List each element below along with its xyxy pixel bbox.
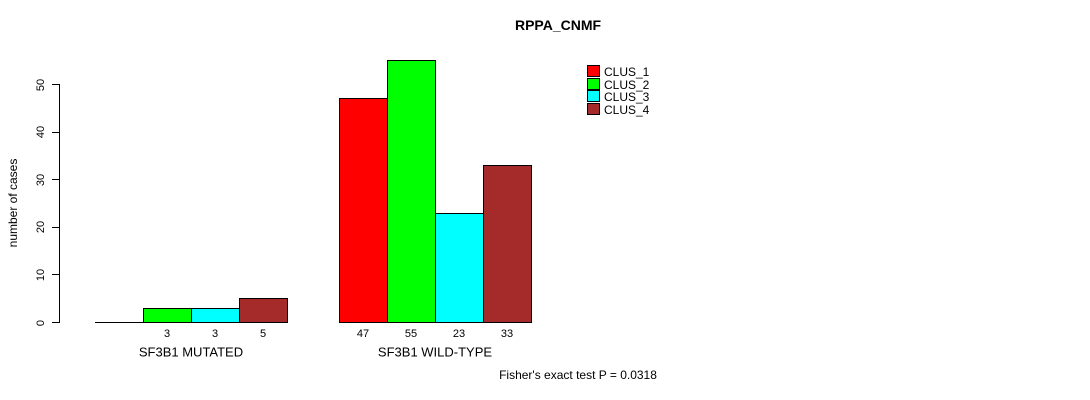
legend-label-CLUS_4: CLUS_4 xyxy=(604,102,650,117)
bar-count-label: 5 xyxy=(259,328,267,340)
bar-CLUS_3 xyxy=(435,213,484,323)
y-axis xyxy=(59,84,60,323)
y-axis-tick-label: 0 xyxy=(35,319,47,326)
legend-label-CLUS_2: CLUS_2 xyxy=(604,77,650,92)
y-axis-tick-label: 10 xyxy=(35,268,47,282)
category-label: SF3B1 MUTATED xyxy=(138,344,244,360)
bar-count-label: 33 xyxy=(500,328,514,340)
bar-CLUS_3 xyxy=(191,308,240,323)
chart-title: RPPA_CNMF xyxy=(514,17,602,33)
legend-swatch-CLUS_3 xyxy=(587,90,600,102)
y-axis-tick-label: 20 xyxy=(35,221,47,234)
bar-count-label: 47 xyxy=(356,328,370,340)
y-axis-tick-label: 40 xyxy=(35,125,47,139)
y-axis-tick xyxy=(52,226,59,228)
legend-label-CLUS_3: CLUS_3 xyxy=(604,90,650,104)
y-axis-tick-label: 30 xyxy=(35,173,47,186)
bar-CLUS_1 xyxy=(339,98,388,323)
bar-count-label: 3 xyxy=(211,328,219,340)
y-axis-tick-label: 50 xyxy=(35,78,47,91)
bar-CLUS_1 xyxy=(95,322,144,323)
stat-annotation: Fisher's exact test P = 0.0318 xyxy=(499,368,657,382)
y-axis-tick xyxy=(52,179,59,181)
y-axis-tick xyxy=(52,322,59,323)
y-axis-label: number of cases xyxy=(6,158,20,248)
legend-swatch-CLUS_4 xyxy=(587,102,600,115)
legend-label-CLUS_1: CLUS_1 xyxy=(604,65,650,79)
legend-swatch-CLUS_2 xyxy=(587,77,600,90)
bar-CLUS_4 xyxy=(483,165,532,323)
bar-CLUS_2 xyxy=(387,60,436,323)
y-axis-tick xyxy=(52,274,59,276)
bar-count-label: 55 xyxy=(404,328,418,340)
bar-CLUS_4 xyxy=(239,298,288,323)
y-axis-tick xyxy=(52,131,59,133)
bar-count-label: 3 xyxy=(163,328,171,340)
bar-count-label: 23 xyxy=(452,328,466,340)
bar-CLUS_2 xyxy=(143,308,192,323)
category-label: SF3B1 WILD-TYPE xyxy=(377,344,493,360)
legend-swatch-CLUS_1 xyxy=(587,65,600,77)
y-axis-tick xyxy=(52,84,59,85)
